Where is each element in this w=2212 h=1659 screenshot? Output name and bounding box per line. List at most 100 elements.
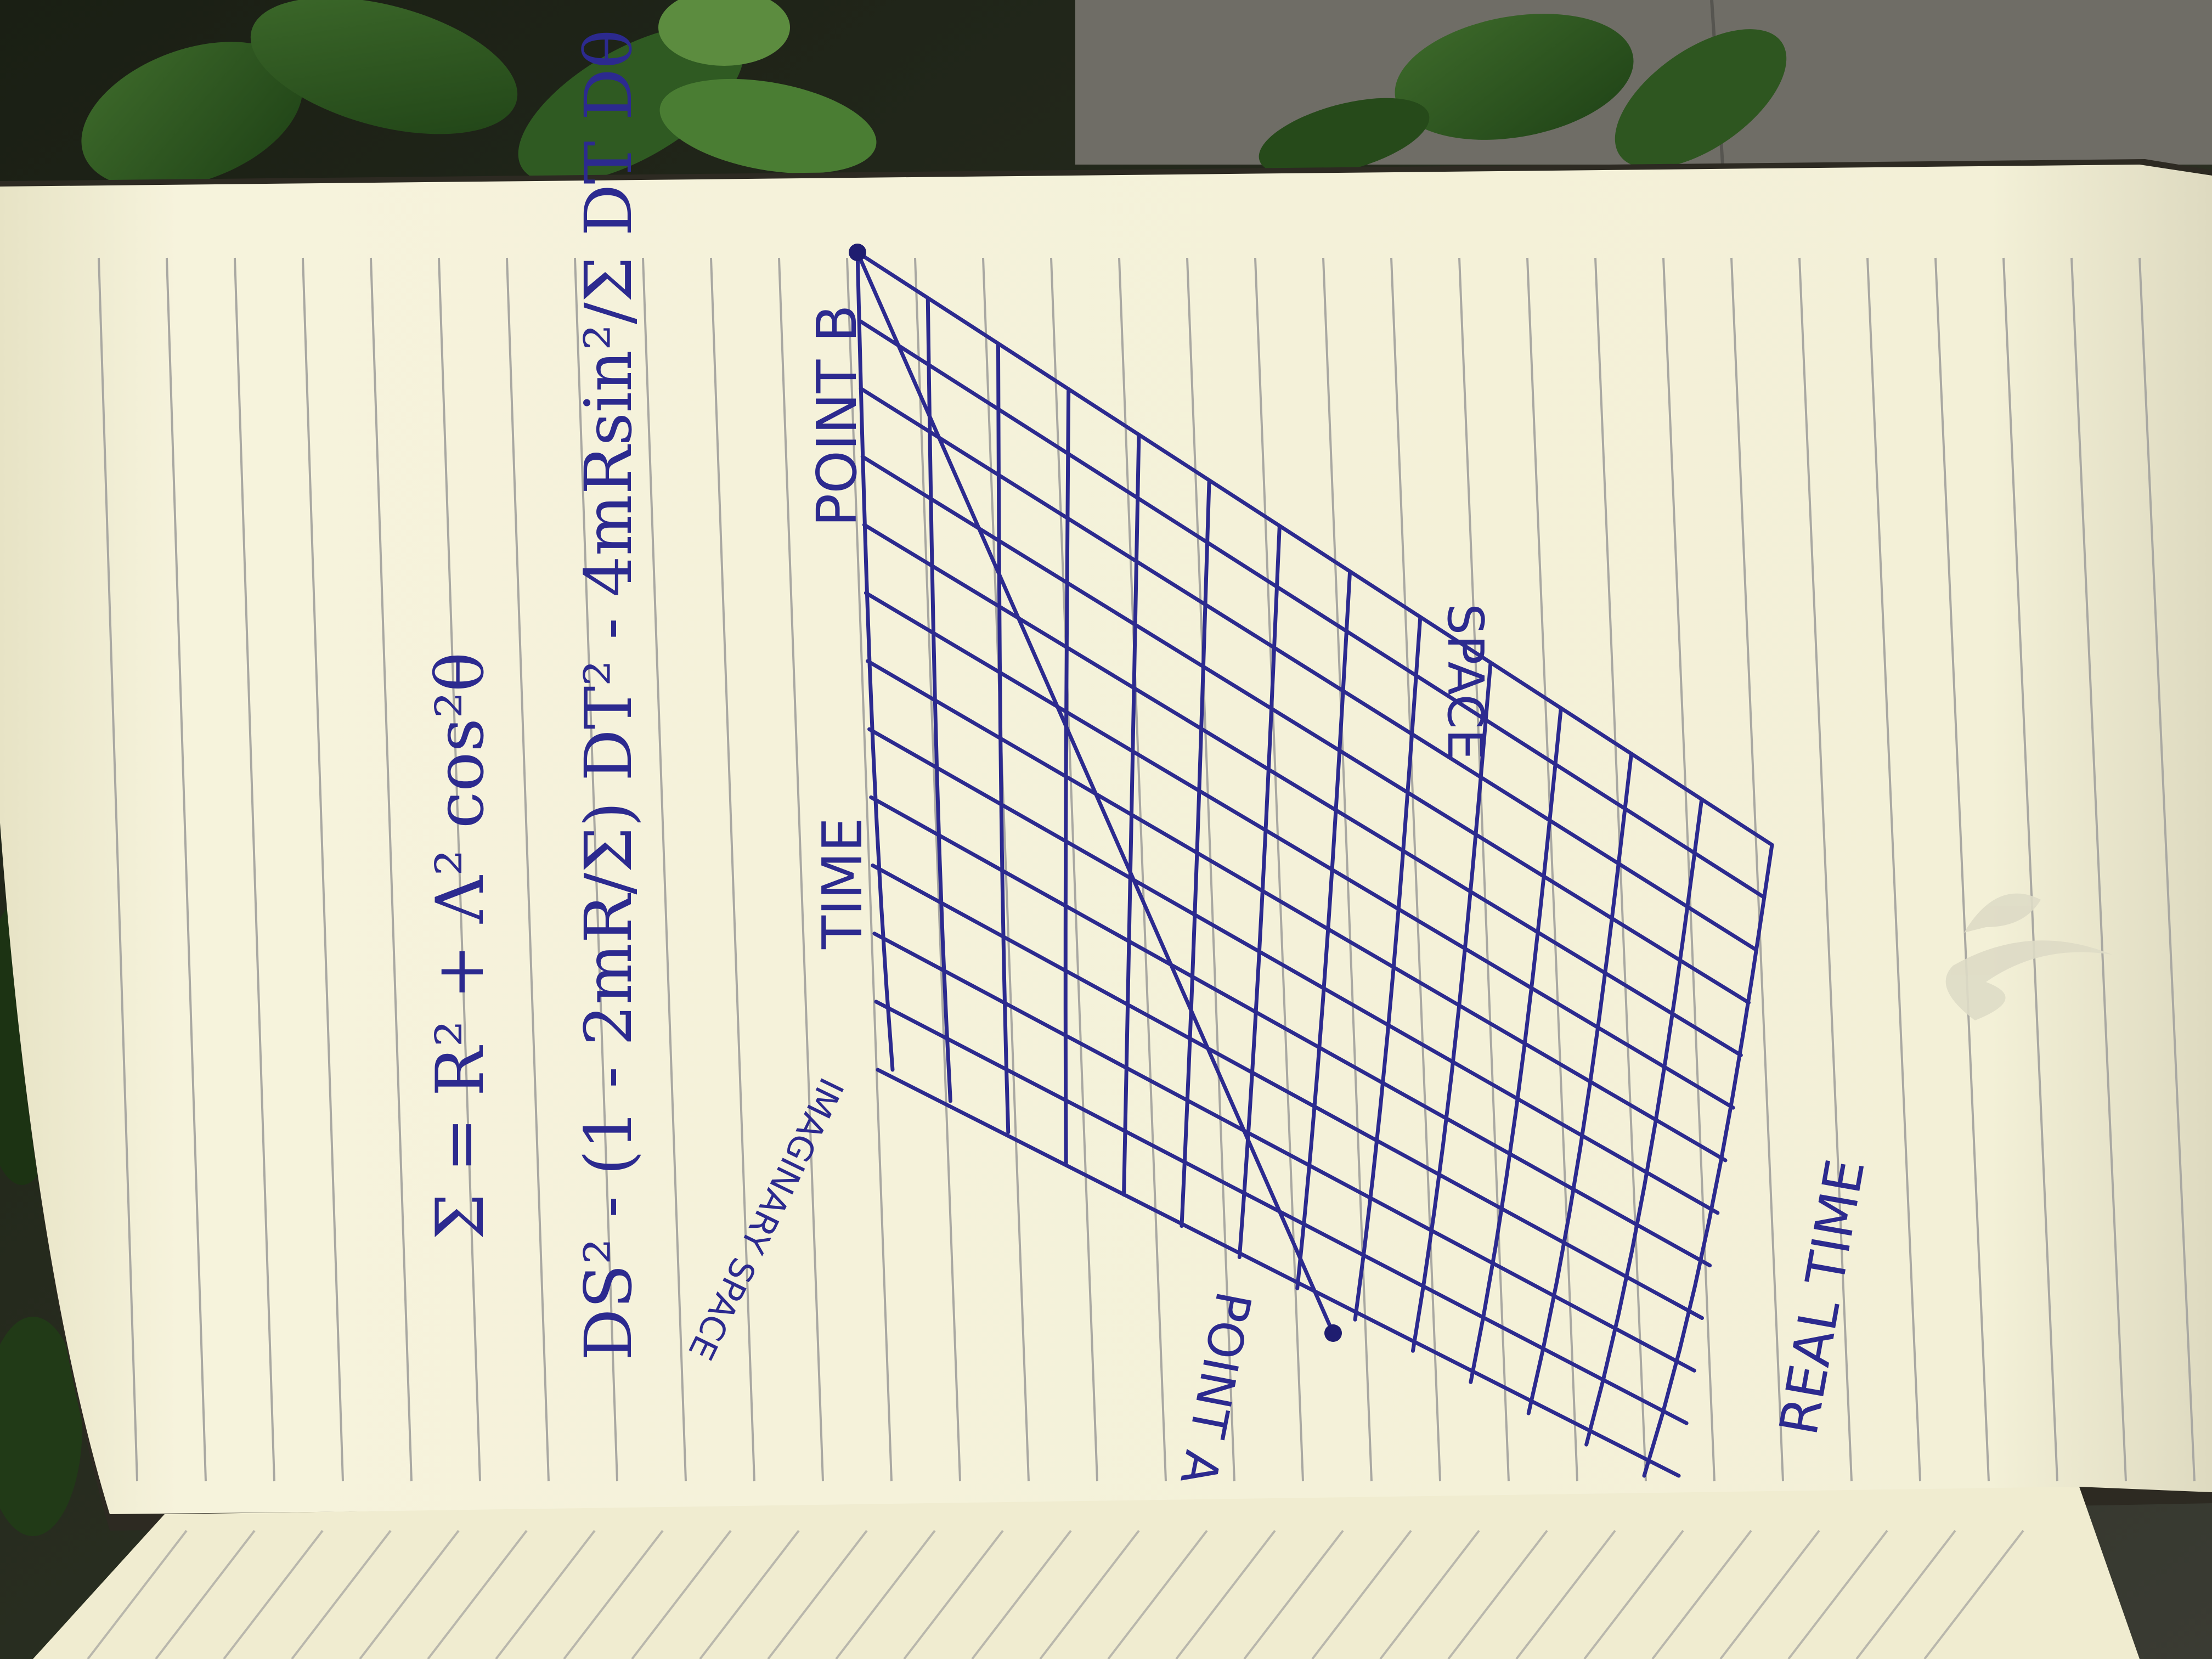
grid-line-space	[867, 727, 1720, 1215]
lower-ruled-line	[1447, 1530, 1548, 1659]
grid-line-time	[1642, 843, 1774, 1478]
ruled-line	[778, 257, 824, 1482]
grid-line-space	[857, 318, 1767, 900]
lower-ruled-line	[1583, 1530, 1684, 1659]
lower-ruled-line	[903, 1530, 1004, 1659]
ruled-line	[234, 257, 275, 1482]
lower-page-lines	[87, 1530, 2024, 1659]
lower-ruled-line	[495, 1530, 596, 1659]
lower-ruled-line	[1719, 1530, 1820, 1659]
notebook-page	[0, 165, 2212, 1514]
grid-line-space	[859, 386, 1759, 952]
equations: Σ = R² + Λ² cos²θ DS² - (1 - 2mR/Σ) DT² …	[422, 30, 646, 1361]
ruled-line	[710, 257, 755, 1482]
equation-metric: DS² - (1 - 2mR/Σ) DT² - 4mRsin²/Σ DT Dθ	[571, 30, 646, 1361]
lower-ruled-line	[1787, 1530, 1888, 1659]
ruled-line	[846, 257, 893, 1482]
grid-line-space	[862, 523, 1743, 1057]
grid-line-time	[1122, 432, 1141, 1197]
lower-ruled-line	[1923, 1530, 2024, 1659]
ruled-line	[1526, 257, 1578, 1482]
plant-leaves	[81, 0, 1787, 189]
ruled-line	[574, 257, 618, 1482]
equation-sigma: Σ = R² + Λ² cos²θ	[422, 652, 499, 1240]
lower-ruled-line	[971, 1530, 1072, 1659]
lower-ruled-line	[835, 1530, 936, 1659]
grid-line-space	[860, 455, 1751, 1005]
notebook-lower-page	[33, 1487, 2140, 1659]
grid-line-time	[1180, 478, 1211, 1228]
ruled-line	[1050, 257, 1098, 1482]
ruled-line	[2070, 257, 2127, 1482]
ruled-line	[914, 257, 961, 1482]
lower-ruled-line	[1379, 1530, 1480, 1659]
ruled-line	[1458, 257, 1510, 1482]
ruled-line	[1390, 257, 1441, 1482]
ruled-line	[642, 257, 687, 1482]
lower-ruled-line	[359, 1530, 460, 1659]
lower-ruled-line	[87, 1530, 188, 1659]
lower-ruled-line	[1515, 1530, 1616, 1659]
ruled-line	[302, 257, 344, 1482]
lower-ruled-line	[1107, 1530, 1208, 1659]
grid-line-time	[1584, 797, 1704, 1447]
grid-line-time	[1063, 387, 1071, 1166]
lower-ruled-line	[291, 1530, 392, 1659]
lower-ruled-line	[1243, 1530, 1344, 1659]
geodesic-line	[855, 251, 1335, 1334]
lower-ruled-line	[427, 1530, 528, 1659]
ruled-line	[1866, 257, 1921, 1482]
ruled-line	[370, 257, 413, 1482]
grid-line-time	[1353, 615, 1423, 1322]
ruled-line	[1798, 257, 1853, 1482]
ruled-lines	[98, 257, 2196, 1482]
label-point-b: POINT B	[805, 304, 869, 527]
ruled-line	[1186, 257, 1235, 1482]
lower-ruled-line	[1311, 1530, 1412, 1659]
label-space: SPACE	[1436, 603, 1494, 760]
grid-line-space	[855, 250, 1774, 847]
lower-ruled-line	[767, 1530, 868, 1659]
ruled-line	[982, 257, 1030, 1482]
lower-ruled-line	[563, 1530, 664, 1659]
lower-ruled-line	[223, 1530, 324, 1659]
ruled-line	[506, 257, 550, 1482]
lower-ruled-line	[631, 1530, 732, 1659]
lower-ruled-line	[1855, 1530, 1956, 1659]
grid-line-time	[1295, 569, 1352, 1290]
point-b-dot	[849, 244, 866, 261]
ruled-line	[438, 257, 481, 1482]
grid-line-time	[1410, 661, 1493, 1353]
lower-ruled-line	[699, 1530, 800, 1659]
grid-line-space	[866, 659, 1728, 1163]
lower-ruled-line	[1175, 1530, 1276, 1659]
ruled-line	[1594, 257, 1647, 1482]
ruled-line	[166, 257, 207, 1482]
ruled-line	[1254, 257, 1304, 1482]
ruled-line	[1934, 257, 1990, 1482]
lower-ruled-line	[1039, 1530, 1140, 1659]
grid-line-time	[1237, 523, 1282, 1260]
ruled-line	[2002, 257, 2058, 1482]
ruled-line	[1662, 257, 1716, 1482]
ruled-line	[1730, 257, 1784, 1482]
grid-line-space	[869, 795, 1712, 1268]
grid-line-time	[996, 341, 1011, 1135]
page-emblem	[1945, 893, 2112, 1020]
ruled-line	[98, 257, 138, 1482]
grid-line-time	[1469, 706, 1563, 1384]
ruled-line	[1118, 257, 1167, 1482]
ruled-line	[2138, 257, 2196, 1482]
spacetime-grid	[855, 250, 1774, 1478]
point-a-dot	[1324, 1324, 1342, 1342]
grid-line-space	[864, 591, 1735, 1110]
grid-line-time	[926, 296, 952, 1103]
grid-line-space	[876, 1068, 1681, 1478]
grid-line-time	[1526, 752, 1634, 1415]
grid-line-time	[855, 250, 895, 1072]
grid-line-space	[872, 932, 1696, 1373]
label-time: TIME	[810, 817, 874, 950]
lower-ruled-line	[155, 1530, 256, 1659]
notebook	[0, 159, 2212, 1659]
